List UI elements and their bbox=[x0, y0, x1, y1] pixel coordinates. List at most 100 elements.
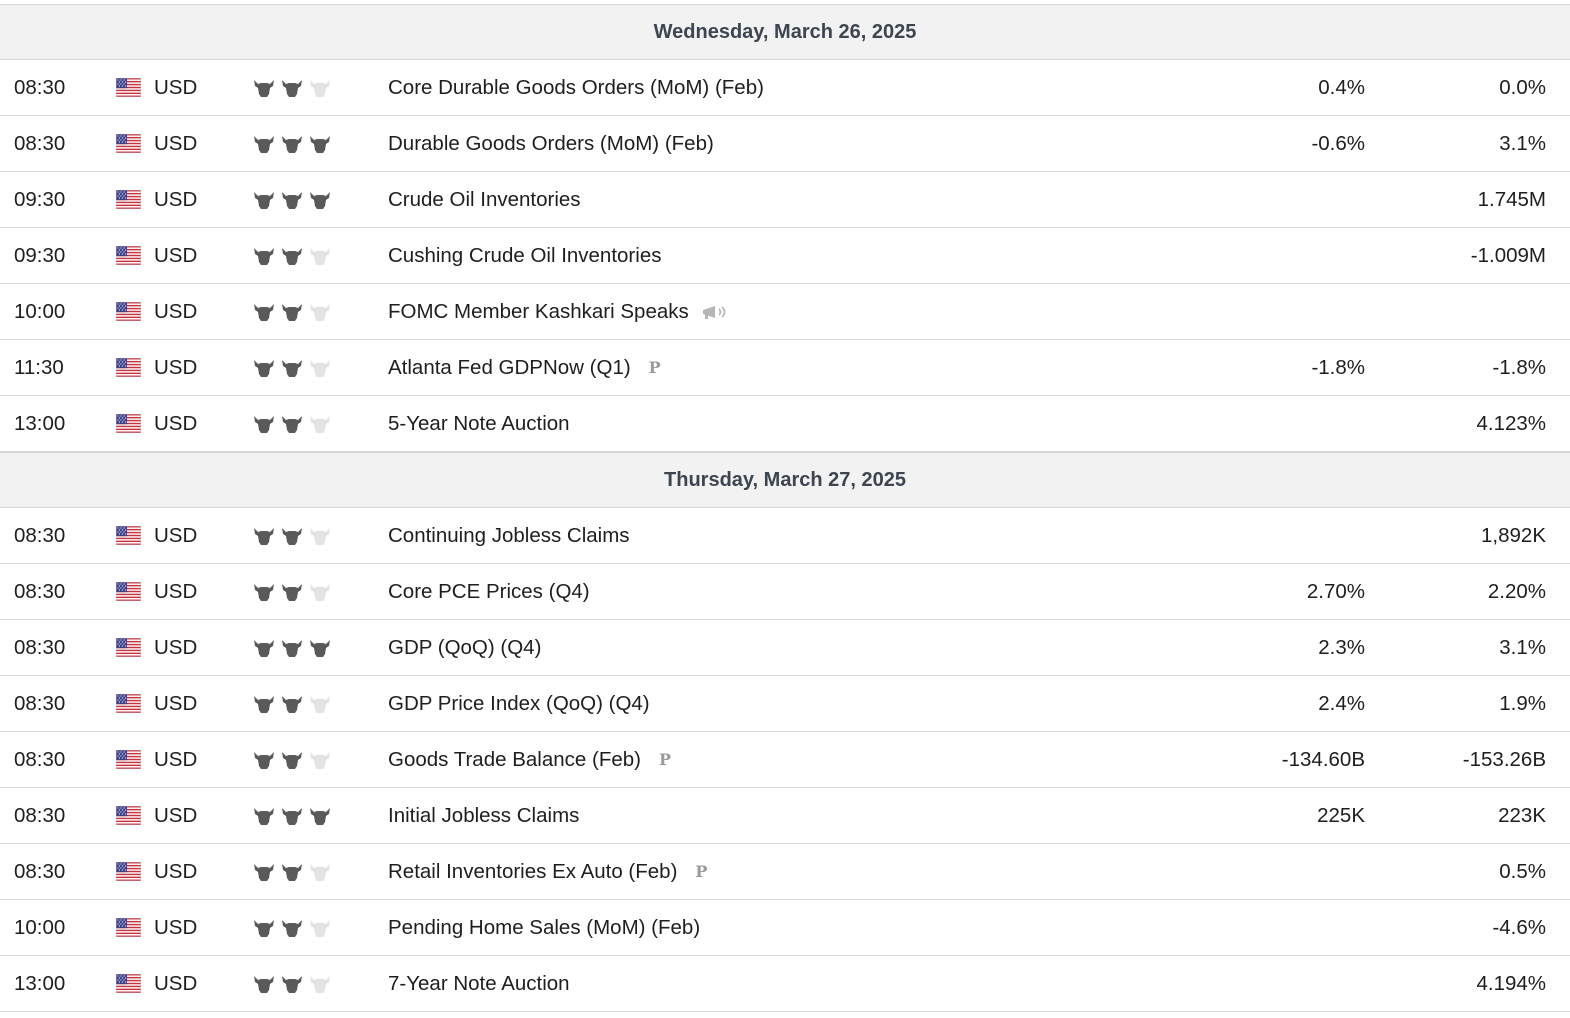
event-forecast: 0.4% bbox=[1318, 75, 1365, 99]
us-flag-icon bbox=[116, 358, 154, 377]
bull-icon bbox=[254, 863, 274, 881]
event-name[interactable]: Initial Jobless Claims bbox=[388, 803, 580, 827]
event-name-cell[interactable]: Durable Goods Orders (MoM) (Feb) bbox=[388, 132, 1045, 156]
event-name[interactable]: 7-Year Note Auction bbox=[388, 971, 570, 995]
event-row[interactable]: 09:30 USD bbox=[0, 228, 1570, 284]
event-row[interactable]: 11:30 USD bbox=[0, 340, 1570, 396]
event-name-cell[interactable]: Goods Trade Balance (Feb) P bbox=[388, 748, 1045, 772]
importance-rating bbox=[252, 358, 388, 378]
event-row[interactable]: 10:00 USD bbox=[0, 900, 1570, 956]
event-time: 08:30 bbox=[14, 579, 66, 603]
event-name-cell[interactable]: Atlanta Fed GDPNow (Q1) P bbox=[388, 356, 1045, 380]
importance-rating bbox=[252, 806, 388, 826]
event-row[interactable]: 08:30 USD bbox=[0, 676, 1570, 732]
event-row[interactable]: 08:30 USD bbox=[0, 620, 1570, 676]
event-name-cell[interactable]: Pending Home Sales (MoM) (Feb) bbox=[388, 916, 1045, 940]
event-name[interactable]: Retail Inventories Ex Auto (Feb) bbox=[388, 859, 678, 883]
us-flag-icon bbox=[116, 134, 154, 153]
event-time: 08:30 bbox=[14, 523, 66, 547]
bull-icon bbox=[282, 751, 302, 769]
event-previous: 223K bbox=[1498, 803, 1546, 827]
bull-icon bbox=[282, 247, 302, 265]
us-flag-icon bbox=[116, 694, 154, 713]
event-name[interactable]: Crude Oil Inventories bbox=[388, 187, 581, 211]
bull-icon bbox=[282, 79, 302, 97]
event-name[interactable]: Goods Trade Balance (Feb) bbox=[388, 747, 641, 771]
event-name[interactable]: Core PCE Prices (Q4) bbox=[388, 579, 590, 603]
event-name[interactable]: 5-Year Note Auction bbox=[388, 411, 570, 435]
bull-icon bbox=[310, 695, 330, 713]
event-name[interactable]: Core Durable Goods Orders (MoM) (Feb) bbox=[388, 75, 764, 99]
us-flag-icon bbox=[116, 918, 154, 937]
event-time: 11:30 bbox=[14, 355, 64, 379]
event-currency: USD bbox=[154, 131, 198, 155]
event-row[interactable]: 08:30 USD bbox=[0, 60, 1570, 116]
event-row[interactable]: 08:30 USD bbox=[0, 844, 1570, 900]
event-name-cell[interactable]: Continuing Jobless Claims bbox=[388, 524, 1045, 548]
bull-icon bbox=[310, 415, 330, 433]
event-previous: 4.194% bbox=[1476, 971, 1546, 995]
importance-rating bbox=[252, 582, 388, 602]
bull-icon bbox=[254, 807, 274, 825]
day-header: Wednesday, March 26, 2025 bbox=[0, 4, 1570, 60]
event-name[interactable]: FOMC Member Kashkari Speaks bbox=[388, 299, 689, 323]
event-name-cell[interactable]: Core Durable Goods Orders (MoM) (Feb) bbox=[388, 76, 1045, 100]
event-time: 08:30 bbox=[14, 75, 66, 99]
event-name-cell[interactable]: 7-Year Note Auction bbox=[388, 972, 1045, 996]
bull-icon bbox=[310, 583, 330, 601]
event-forecast: 2.3% bbox=[1318, 635, 1365, 659]
event-row[interactable]: 08:30 USD bbox=[0, 564, 1570, 620]
event-name-cell[interactable]: Initial Jobless Claims bbox=[388, 804, 1045, 828]
us-flag-icon bbox=[116, 806, 154, 825]
event-row[interactable]: 08:30 USD bbox=[0, 732, 1570, 788]
event-row[interactable]: 08:30 USD bbox=[0, 508, 1570, 564]
day-header: Thursday, March 27, 2025 bbox=[0, 452, 1570, 508]
event-time: 08:30 bbox=[14, 635, 66, 659]
event-name-cell[interactable]: Cushing Crude Oil Inventories bbox=[388, 244, 1045, 268]
us-flag-icon bbox=[116, 974, 154, 993]
day-date: Thursday, March 27, 2025 bbox=[664, 468, 906, 491]
event-currency: USD bbox=[154, 243, 198, 267]
event-name[interactable]: GDP (QoQ) (Q4) bbox=[388, 635, 542, 659]
event-row[interactable]: 13:00 USD bbox=[0, 396, 1570, 452]
event-row[interactable]: 13:00 USD bbox=[0, 956, 1570, 1012]
event-previous: 1.745M bbox=[1477, 187, 1546, 211]
event-name[interactable]: GDP Price Index (QoQ) (Q4) bbox=[388, 691, 650, 715]
event-name[interactable]: Pending Home Sales (MoM) (Feb) bbox=[388, 915, 701, 939]
event-name-cell[interactable]: Core PCE Prices (Q4) bbox=[388, 580, 1045, 604]
event-currency: USD bbox=[154, 859, 198, 883]
event-name[interactable]: Atlanta Fed GDPNow (Q1) bbox=[388, 355, 631, 379]
bull-icon bbox=[310, 863, 330, 881]
event-name[interactable]: Continuing Jobless Claims bbox=[388, 523, 630, 547]
event-currency: USD bbox=[154, 803, 198, 827]
bull-icon bbox=[282, 303, 302, 321]
importance-rating bbox=[252, 134, 388, 154]
event-previous: 1,892K bbox=[1481, 523, 1546, 547]
event-time: 10:00 bbox=[14, 299, 66, 323]
preliminary-tag: P bbox=[695, 862, 708, 881]
event-name-cell[interactable]: GDP Price Index (QoQ) (Q4) bbox=[388, 692, 1045, 716]
event-row[interactable]: 10:00 USD bbox=[0, 284, 1570, 340]
event-name-cell[interactable]: Crude Oil Inventories bbox=[388, 188, 1045, 212]
event-name-cell[interactable]: GDP (QoQ) (Q4) bbox=[388, 636, 1045, 660]
event-forecast: 225K bbox=[1317, 803, 1365, 827]
event-previous: 3.1% bbox=[1499, 131, 1546, 155]
bull-icon bbox=[254, 695, 274, 713]
importance-rating bbox=[252, 750, 388, 770]
event-name-cell[interactable]: Retail Inventories Ex Auto (Feb) P bbox=[388, 860, 1045, 884]
event-row[interactable]: 08:30 USD bbox=[0, 788, 1570, 844]
event-currency: USD bbox=[154, 579, 198, 603]
event-row[interactable]: 09:30 USD bbox=[0, 172, 1570, 228]
event-name-cell[interactable]: 5-Year Note Auction bbox=[388, 412, 1045, 436]
bull-icon bbox=[282, 639, 302, 657]
event-name[interactable]: Durable Goods Orders (MoM) (Feb) bbox=[388, 131, 714, 155]
event-previous: 0.5% bbox=[1499, 859, 1546, 883]
event-name-cell[interactable]: FOMC Member Kashkari Speaks bbox=[388, 300, 1045, 324]
bull-icon bbox=[310, 751, 330, 769]
bull-icon bbox=[310, 975, 330, 993]
event-forecast: -0.6% bbox=[1311, 131, 1365, 155]
event-time: 08:30 bbox=[14, 859, 66, 883]
event-name[interactable]: Cushing Crude Oil Inventories bbox=[388, 243, 662, 267]
importance-rating bbox=[252, 918, 388, 938]
event-row[interactable]: 08:30 USD bbox=[0, 116, 1570, 172]
